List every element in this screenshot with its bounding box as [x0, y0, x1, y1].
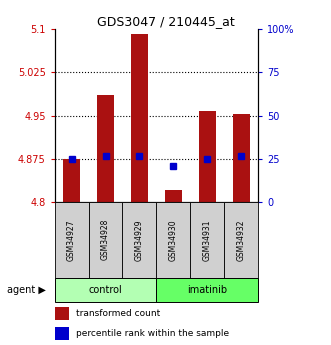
Text: GSM34929: GSM34929: [135, 219, 144, 260]
FancyBboxPatch shape: [55, 278, 156, 302]
Bar: [131, 34, 148, 202]
Text: percentile rank within the sample: percentile rank within the sample: [76, 329, 229, 338]
Bar: [233, 115, 250, 202]
Text: imatinib: imatinib: [187, 285, 227, 295]
FancyBboxPatch shape: [122, 202, 156, 278]
Text: GSM34931: GSM34931: [203, 219, 212, 260]
FancyBboxPatch shape: [224, 202, 258, 278]
Bar: [63, 159, 80, 202]
Bar: [165, 190, 182, 202]
Text: GSM34928: GSM34928: [101, 219, 110, 260]
Text: GSM34927: GSM34927: [67, 219, 76, 260]
Bar: [97, 96, 114, 202]
Text: GSM34930: GSM34930: [169, 219, 178, 260]
Text: agent ▶: agent ▶: [7, 285, 45, 295]
Bar: [55, 307, 69, 320]
Text: control: control: [89, 285, 122, 295]
FancyBboxPatch shape: [55, 202, 88, 278]
FancyBboxPatch shape: [88, 202, 122, 278]
FancyBboxPatch shape: [190, 202, 224, 278]
Bar: [199, 111, 216, 202]
Text: GDS3047 / 210445_at: GDS3047 / 210445_at: [97, 16, 234, 29]
FancyBboxPatch shape: [156, 202, 190, 278]
FancyBboxPatch shape: [156, 278, 258, 302]
Text: transformed count: transformed count: [76, 309, 160, 318]
Text: GSM34932: GSM34932: [237, 219, 246, 260]
Bar: [55, 327, 69, 340]
